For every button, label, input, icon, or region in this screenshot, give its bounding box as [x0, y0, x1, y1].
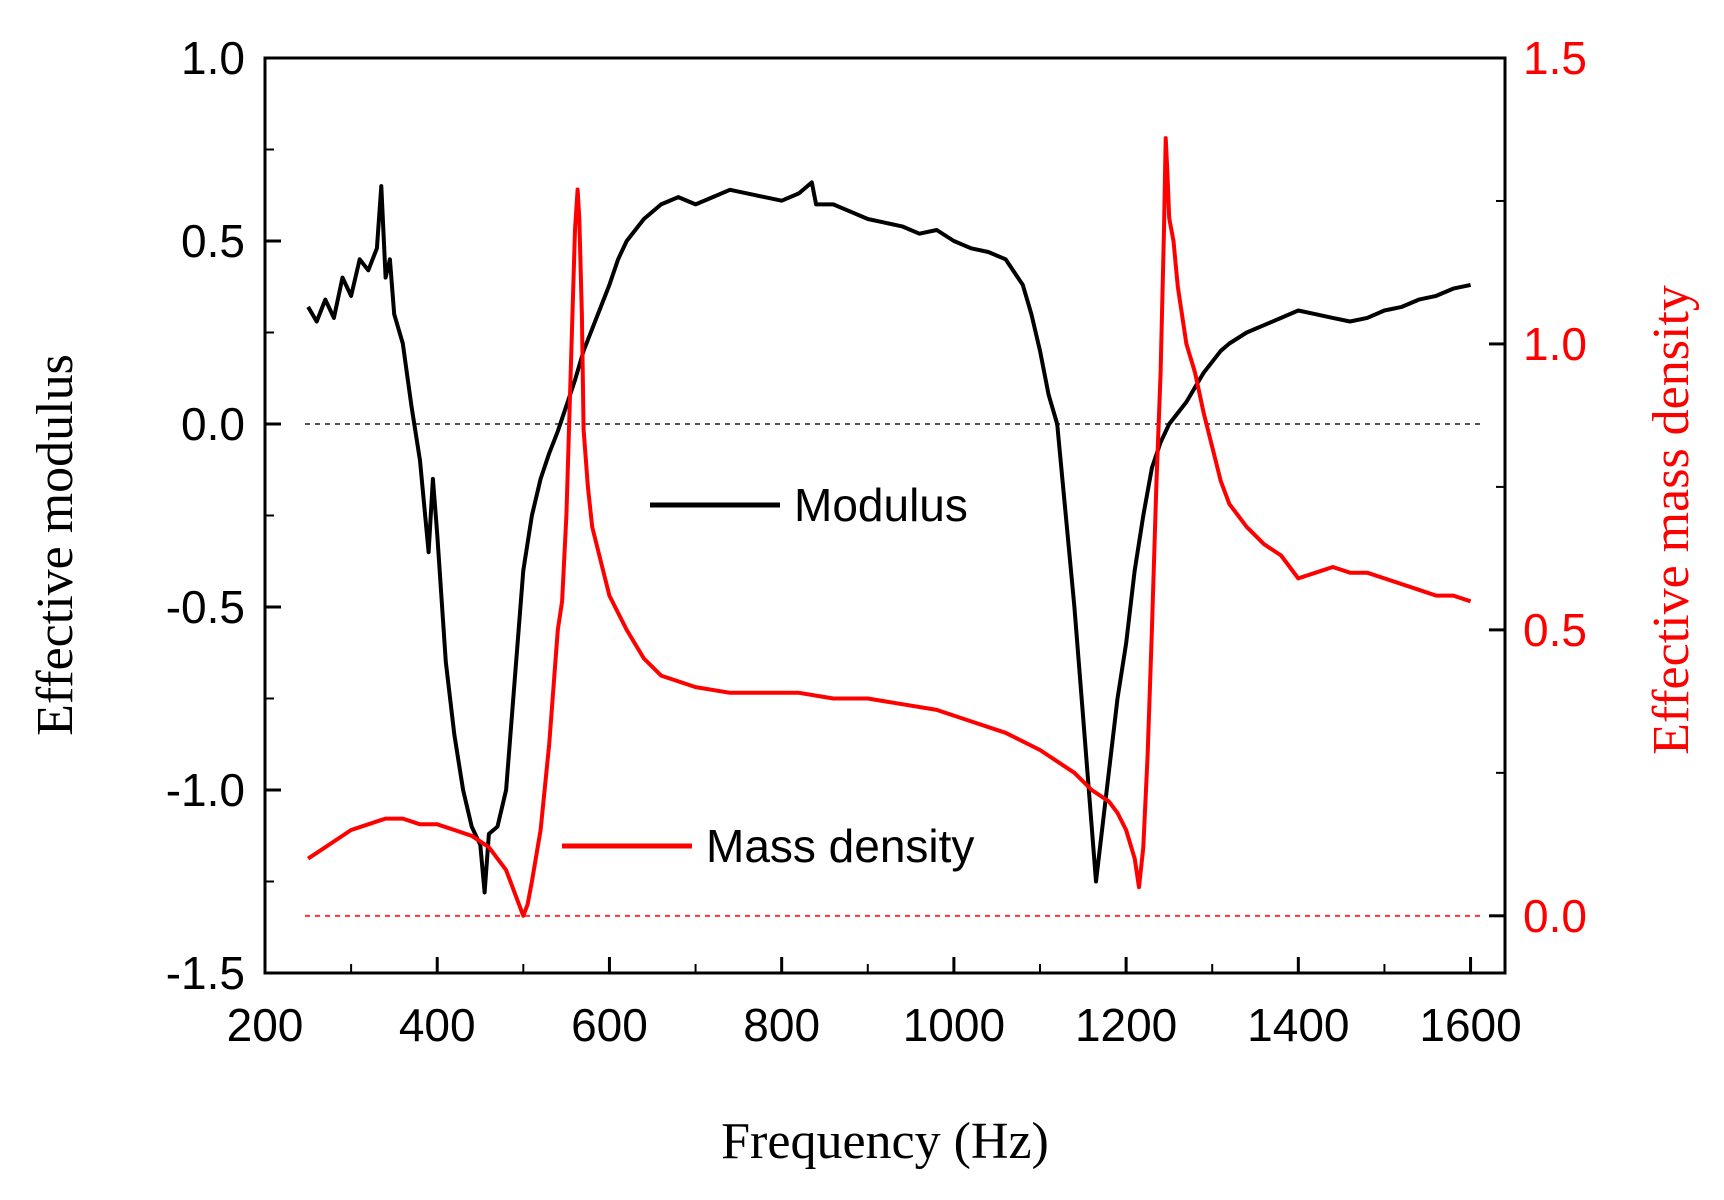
x-tick-label: 400 — [399, 999, 476, 1051]
y-right-axis-title: Effective mass density — [1643, 285, 1700, 755]
y-left-axis-title: Effective modulus — [27, 354, 84, 736]
axis-ticks — [263, 56, 1505, 975]
legend-label-modulus: Modulus — [794, 479, 968, 531]
y-left-tick-label: -1.5 — [166, 947, 245, 999]
x-tick-label: 1000 — [903, 999, 1005, 1051]
series-line-mass-density — [306, 136, 1472, 918]
legend-label-mass-density: Mass density — [706, 820, 974, 872]
x-axis-title: Frequency (Hz) — [721, 1113, 1049, 1170]
y-right-tick-label: 0.0 — [1523, 890, 1587, 942]
x-tick-label: 200 — [227, 999, 304, 1051]
y-right-tick-label: 1.5 — [1523, 32, 1587, 84]
tick-labels: 200 400 600 800 1000 1200 1400 1600 1.0 0.5 0.0 -0.… — [166, 32, 1587, 1051]
x-tick-label: 800 — [743, 999, 820, 1051]
y-left-tick-label: 0.5 — [181, 215, 245, 267]
legend: Modulus Mass density — [562, 479, 974, 872]
x-tick-label: 1600 — [1419, 999, 1521, 1051]
x-tick-label: 600 — [571, 999, 648, 1051]
x-tick-label: 1400 — [1247, 999, 1349, 1051]
y-left-tick-label: 0.0 — [181, 398, 245, 450]
y-right-tick-label: 0.5 — [1523, 604, 1587, 656]
series-lines — [306, 136, 1472, 918]
y-right-tick-label: 1.0 — [1523, 318, 1587, 370]
reference-lines — [305, 423, 1485, 917]
series-line-modulus — [306, 180, 1472, 895]
y-left-tick-label: -0.5 — [166, 581, 245, 633]
x-tick-label: 1200 — [1075, 999, 1177, 1051]
y-left-tick-label: -1.0 — [166, 764, 245, 816]
y-left-tick-label: 1.0 — [181, 32, 245, 84]
